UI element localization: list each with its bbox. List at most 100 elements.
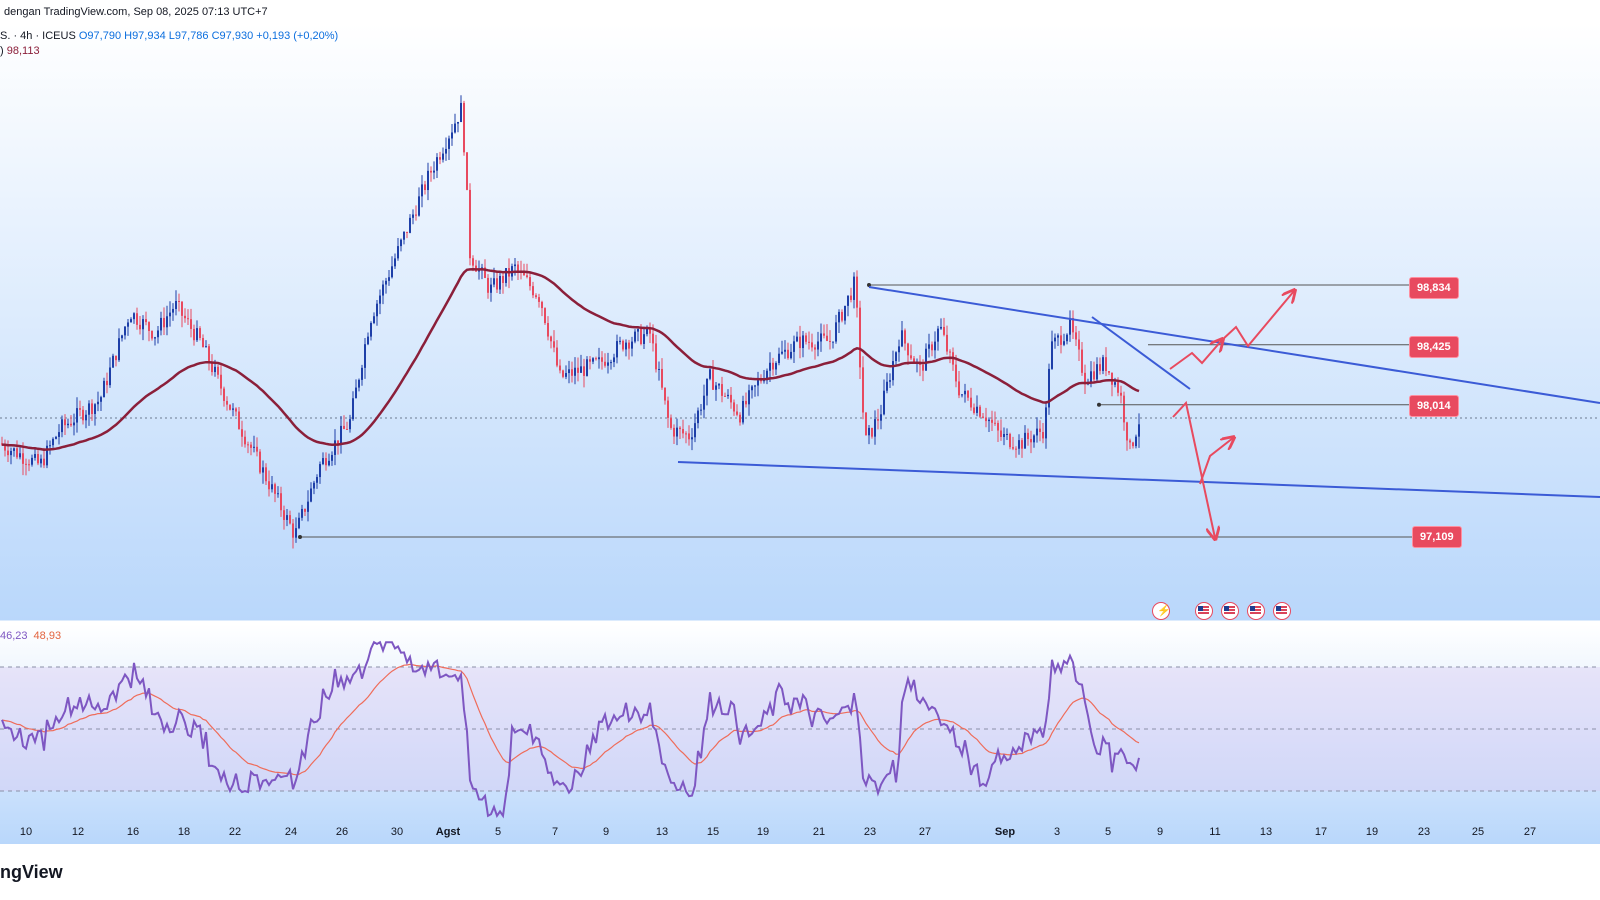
- candle-body: [955, 364, 957, 382]
- candle-body: [10, 450, 12, 456]
- price-tag-97109: 97,109: [1412, 526, 1462, 548]
- ema-value: 98,113: [6, 45, 40, 57]
- projection-arrow-rebound: [1199, 438, 1233, 485]
- candle-body: [1135, 436, 1137, 447]
- candle-body: [988, 419, 990, 422]
- candle-body: [13, 448, 15, 451]
- candle-body: [1132, 442, 1134, 447]
- candle-body: [1075, 332, 1077, 340]
- candle-body: [415, 214, 417, 216]
- candle-body: [1018, 440, 1020, 449]
- us-flag-icon[interactable]: [1195, 602, 1213, 620]
- candle-body: [295, 528, 297, 538]
- level-anchor: [298, 535, 302, 539]
- candle-body: [133, 313, 135, 320]
- candle-body: [874, 419, 876, 437]
- candle-body: [349, 419, 351, 430]
- candle-body: [748, 390, 750, 405]
- candle-body: [94, 404, 96, 415]
- candle-body: [46, 445, 48, 466]
- level-anchor: [1097, 402, 1101, 407]
- candle-body: [634, 331, 636, 342]
- candle-body: [151, 330, 153, 339]
- candle-body: [277, 493, 279, 495]
- candle-body: [802, 335, 804, 349]
- candle-body: [517, 264, 519, 271]
- candle-body: [997, 422, 999, 431]
- candle-body: [7, 450, 9, 456]
- candle-body: [697, 410, 699, 424]
- candle-body: [1096, 364, 1098, 380]
- candle-body: [658, 368, 660, 370]
- candle-body: [190, 319, 192, 329]
- candle-body: [208, 346, 210, 363]
- candle-body: [910, 355, 912, 359]
- candle-body: [1111, 372, 1113, 385]
- candle-body: [1036, 428, 1038, 436]
- candle-body: [457, 121, 459, 124]
- candle-body: [982, 416, 984, 418]
- candle-body: [964, 390, 966, 395]
- candle-body: [229, 404, 231, 410]
- candle-body: [142, 319, 144, 330]
- tradingview-logo: ngView: [0, 862, 63, 882]
- x-tick-label: 3: [1053, 826, 1061, 838]
- us-flag-icon[interactable]: [1247, 602, 1265, 620]
- candle-body: [1129, 440, 1131, 443]
- candle-body: [310, 488, 312, 502]
- candle-body: [370, 322, 372, 337]
- candle-body: [313, 482, 315, 489]
- candle-body: [1120, 392, 1122, 396]
- candle-body: [832, 341, 834, 343]
- candle-body: [115, 355, 117, 361]
- rsi-pane-bg: [0, 624, 1600, 844]
- candle-body: [154, 337, 156, 339]
- candle-body: [1138, 424, 1140, 437]
- x-tick-label: 24: [284, 826, 298, 838]
- projection-arrow-up-2: [1221, 291, 1294, 348]
- candle-body: [127, 322, 129, 327]
- rsi-layer: [1, 640, 1140, 819]
- candle-body: [715, 385, 717, 390]
- candle-body: [844, 305, 846, 321]
- candle-body: [322, 458, 324, 465]
- candle-body: [16, 448, 18, 458]
- candle-body: [646, 327, 648, 335]
- projection-arrow-down: [1172, 400, 1215, 538]
- candle-body: [667, 400, 669, 418]
- candle-body: [157, 330, 159, 338]
- candle-body: [790, 351, 792, 359]
- candle-body: [70, 423, 72, 426]
- lightning-icon[interactable]: ⚡: [1152, 602, 1171, 620]
- candle-body: [1123, 395, 1125, 423]
- candle-body: [799, 336, 801, 349]
- candle-body: [871, 427, 873, 437]
- candle-body: [43, 458, 45, 466]
- x-tick-label: 30: [390, 826, 404, 838]
- candle-body: [745, 400, 747, 405]
- candle-body: [178, 300, 180, 302]
- x-tick-label: 27: [918, 826, 932, 838]
- candle-body: [940, 326, 942, 329]
- us-flag-icon[interactable]: [1273, 602, 1291, 620]
- change-value: +0,193 (+0,20%): [256, 30, 339, 42]
- candle-body: [556, 347, 558, 366]
- x-tick-label: 10: [19, 826, 33, 838]
- candle-body: [166, 316, 168, 328]
- rsi-value: 46,23: [0, 630, 28, 642]
- x-tick-label: 11: [1209, 826, 1221, 838]
- candle-body: [883, 390, 885, 415]
- candle-body: [499, 275, 501, 290]
- candle-body: [88, 403, 90, 415]
- candle-body: [622, 340, 624, 350]
- candle-body: [949, 351, 951, 353]
- candle-body: [670, 417, 672, 428]
- us-flag-icon[interactable]: [1221, 602, 1239, 620]
- candle-body: [424, 184, 426, 191]
- candle-body: [1072, 317, 1074, 333]
- candle-body: [235, 408, 237, 412]
- candle-body: [571, 369, 573, 376]
- candle-body: [541, 301, 543, 309]
- candle-body: [946, 334, 948, 352]
